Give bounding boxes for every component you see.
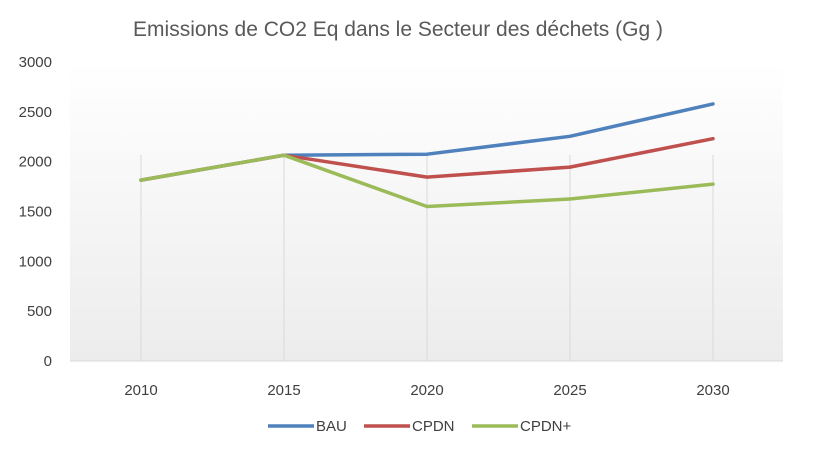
y-tick-label: 2000 <box>19 154 52 171</box>
legend-label: CPDN <box>412 418 455 435</box>
x-tick-label: 2010 <box>124 382 157 399</box>
x-tick-label: 2025 <box>553 382 586 399</box>
category-gridlines <box>140 155 714 361</box>
x-tick-label: 2020 <box>410 382 443 399</box>
legend-label: BAU <box>316 418 347 435</box>
legend: BAU CPDN CPDN+ <box>268 418 572 435</box>
x-axis-tick-labels: 2010 2015 2020 2025 2030 <box>124 382 729 399</box>
y-tick-label: 500 <box>27 303 52 320</box>
x-tick-label: 2015 <box>267 382 300 399</box>
y-tick-label: 3000 <box>19 54 52 71</box>
y-tick-label: 1500 <box>19 204 52 221</box>
y-tick-label: 2500 <box>19 104 52 121</box>
chart-title: Emissions de CO2 Eq dans le Secteur des … <box>133 18 663 41</box>
y-tick-label: 1000 <box>19 253 52 270</box>
series-line-cpdn-plus <box>139 153 715 209</box>
legend-label: CPDN+ <box>520 418 572 435</box>
y-tick-label: 0 <box>44 353 52 370</box>
x-tick-label: 2030 <box>696 382 729 399</box>
y-axis-tick-labels: 0 500 1000 1500 2000 2500 3000 <box>19 54 52 370</box>
series-lines <box>139 102 715 209</box>
